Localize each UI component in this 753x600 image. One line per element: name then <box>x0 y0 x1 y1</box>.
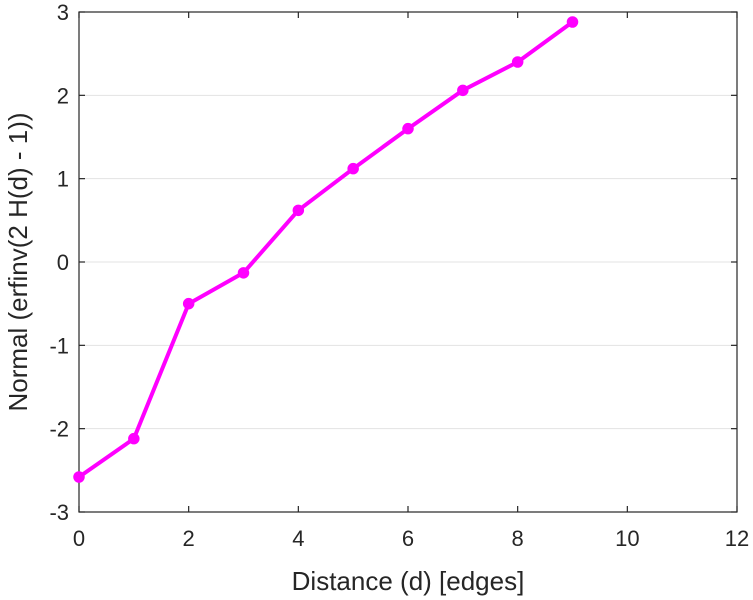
y-tick-label: -1 <box>49 333 69 358</box>
data-point <box>237 267 250 279</box>
x-axis-label: Distance (d) [edges] <box>292 566 525 596</box>
x-tick-label: 10 <box>615 526 639 551</box>
data-point <box>128 432 140 445</box>
x-tick-label: 2 <box>183 526 195 551</box>
axis-ticks <box>78 11 738 513</box>
y-tick-label: 3 <box>57 0 69 25</box>
x-tick-label: 8 <box>512 526 524 551</box>
data-point <box>182 297 195 310</box>
data-point <box>457 84 469 97</box>
y-axis-label: Normal (erfinv(2 H(d) - 1)) <box>3 112 33 411</box>
x-tick-label: 4 <box>292 526 304 551</box>
data-point <box>347 162 359 175</box>
series-line-0 <box>77 20 575 479</box>
x-tick-label: 6 <box>402 526 414 551</box>
data-point <box>73 471 85 483</box>
y-tick-label: 1 <box>57 167 69 192</box>
data-point <box>292 204 305 217</box>
y-tick-label: -3 <box>49 500 69 525</box>
x-tick-label: 0 <box>73 526 85 551</box>
data-point <box>511 56 524 68</box>
x-tick-label: 12 <box>725 526 749 551</box>
y-tick-label: 0 <box>57 250 69 275</box>
y-tick-label: -2 <box>49 417 69 442</box>
data-point <box>402 122 414 135</box>
data-point <box>566 16 579 28</box>
grid-lines <box>79 94 737 430</box>
series-group <box>73 16 579 483</box>
y-tick-label: 2 <box>57 83 69 108</box>
